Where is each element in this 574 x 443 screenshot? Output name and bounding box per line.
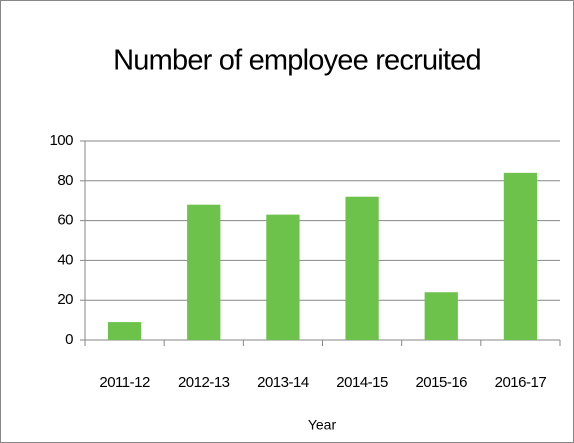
bar bbox=[266, 214, 300, 340]
y-tick-label: 0 bbox=[65, 331, 73, 348]
bar bbox=[424, 292, 458, 340]
bar bbox=[345, 196, 379, 340]
y-tick-label: 60 bbox=[57, 212, 73, 229]
x-tick-label: 2016-17 bbox=[495, 374, 547, 391]
y-tick-label: 20 bbox=[57, 291, 73, 308]
y-tick-label: 40 bbox=[57, 251, 73, 268]
x-tick-label: 2013-14 bbox=[257, 374, 309, 391]
y-tick-label: 100 bbox=[49, 132, 73, 149]
x-tick-label: 2014-15 bbox=[336, 374, 388, 391]
bar bbox=[107, 322, 142, 340]
x-tick-label: 2015-16 bbox=[415, 374, 467, 391]
y-tick-label: 80 bbox=[57, 172, 73, 189]
x-axis-label: Year bbox=[308, 417, 337, 433]
x-tick-label: 2012-13 bbox=[178, 374, 230, 391]
bar bbox=[503, 172, 538, 340]
chart-title: Number of employee recruited bbox=[113, 45, 481, 77]
bar bbox=[187, 204, 221, 340]
x-tick-label: 2011-12 bbox=[99, 374, 150, 391]
